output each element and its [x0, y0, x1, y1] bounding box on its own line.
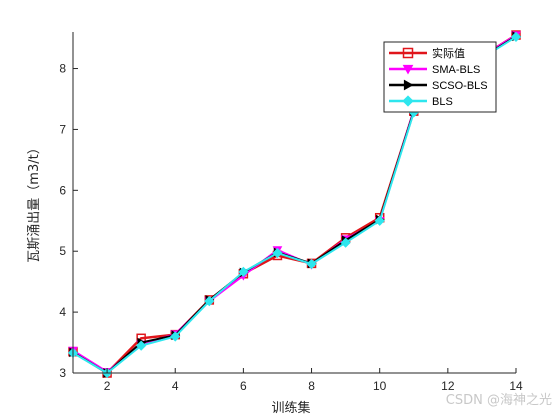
y-tick-label: 3 — [59, 366, 66, 380]
legend-marker-2 — [402, 64, 414, 75]
x-tick-label: 6 — [240, 379, 247, 393]
axes: 2 4 6 8 10 12 14 3 4 5 6 7 8 — [59, 32, 523, 393]
y-tick-label: 7 — [59, 122, 66, 136]
legend-marker-4 — [402, 95, 414, 107]
watermark: CSDN @海神之光 — [446, 393, 552, 408]
x-tick-label: 12 — [441, 379, 455, 393]
legend: 实际值 SMA-BLS SCSO-BLS BLS — [383, 41, 497, 113]
legend-marker-3 — [403, 79, 414, 91]
x-tick-label: 2 — [104, 379, 111, 393]
legend-label-1: 实际值 — [432, 46, 465, 60]
x-tick-label: 8 — [308, 379, 315, 393]
series-4-point — [238, 266, 249, 278]
y-tick-label: 8 — [59, 62, 66, 76]
y-axis-label: 瓦斯涌出量（m3/t） — [27, 141, 42, 262]
series-4-point — [204, 296, 215, 307]
legend-label-4: BLS — [432, 96, 453, 108]
series-4-point — [340, 237, 351, 248]
legend-marker-1 — [402, 47, 414, 59]
series-4-point — [374, 215, 385, 226]
x-tick-label: 4 — [172, 379, 179, 393]
legend-label-2: SMA-BLS — [432, 64, 480, 76]
y-tick-label: 6 — [59, 183, 66, 197]
series-4-point — [272, 247, 283, 259]
y-tick-label: 5 — [59, 244, 66, 258]
series-4-point — [170, 331, 181, 342]
series-4-point — [306, 258, 317, 270]
x-tick-label: 10 — [373, 379, 387, 393]
legend-label-3: SCSO-BLS — [432, 80, 488, 92]
series-4-point — [510, 31, 522, 42]
x-axis-label: 训练集 — [271, 400, 310, 416]
series-4-point — [136, 340, 147, 351]
y-tick-label: 4 — [59, 305, 66, 319]
x-tick-label: 14 — [509, 379, 523, 393]
